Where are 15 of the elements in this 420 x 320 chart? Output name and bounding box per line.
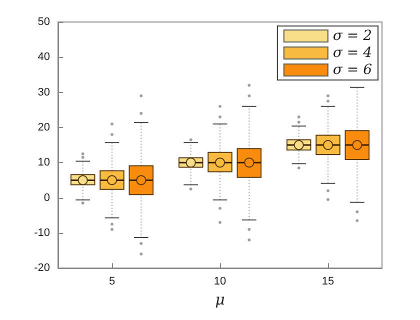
x-axis-title: μ [215,290,225,308]
legend-label: σ = 2 [332,28,372,44]
legend-label: σ = 6 [332,62,372,78]
y-tick-label: -20 [34,262,50,274]
x-tick-label: 15 [322,276,334,288]
y-tick-label: 0 [44,192,50,204]
y-tick-label: 50 [38,16,50,28]
y-tick-label: -10 [34,226,50,239]
x-tick-label: 10 [214,276,226,288]
y-tick-label: 10 [38,156,50,169]
y-tick-label: 30 [38,86,50,98]
y-tick-label: 20 [38,121,50,134]
y-tick-label: 40 [38,51,50,64]
x-tick-label: 5 [108,276,116,288]
legend-label: σ = 4 [332,45,372,61]
